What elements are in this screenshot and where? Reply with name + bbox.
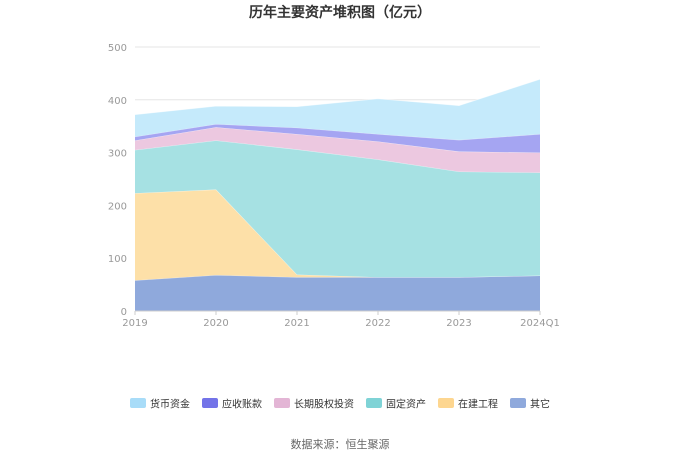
y-tick-label: 400	[108, 96, 127, 107]
legend-swatch	[274, 398, 290, 408]
chart-title: 历年主要资产堆积图（亿元）	[249, 4, 431, 21]
legend-swatch	[130, 398, 146, 408]
legend: 货币资金 应收账款 长期股权投资 固定资产 在建工程 其它	[130, 398, 550, 411]
legend-label: 在建工程	[458, 398, 498, 411]
area-series-应收账款	[135, 124, 540, 153]
area-series-其它	[135, 275, 540, 311]
legend-label: 长期股权投资	[294, 398, 354, 411]
x-tick-label: 2023	[446, 318, 471, 329]
x-tick-label: 2020	[203, 318, 228, 329]
area-series-货币资金	[135, 79, 540, 140]
area-outline-货币资金	[134, 78, 541, 115]
area-series-长期股权投资	[135, 127, 540, 173]
legend-swatch	[438, 398, 454, 408]
legend-label: 货币资金	[150, 398, 190, 411]
legend-label: 固定资产	[386, 398, 426, 411]
y-tick-label: 200	[108, 201, 127, 212]
area-series-在建工程	[135, 189, 540, 281]
legend-item-长期股权投资[interactable]: 长期股权投资	[274, 398, 354, 411]
y-tick-label: 500	[108, 43, 127, 54]
y-tick-label: 300	[108, 149, 127, 160]
area-outline-在建工程	[134, 189, 541, 278]
legend-label: 应收账款	[222, 398, 262, 411]
legend-item-其它[interactable]: 其它	[510, 398, 550, 411]
x-tick-label: 2019	[122, 318, 147, 329]
legend-item-固定资产[interactable]: 固定资产	[366, 398, 426, 411]
y-tick-label: 0	[121, 307, 127, 318]
legend-item-应收账款[interactable]: 应收账款	[202, 398, 262, 411]
legend-item-在建工程[interactable]: 在建工程	[438, 398, 498, 411]
axes: 0 100 200 300 400 500 2019 2020 2021 2022 2023 2024…	[108, 43, 560, 329]
legend-swatch	[202, 398, 218, 408]
legend-label: 其它	[530, 398, 550, 411]
legend-swatch	[366, 398, 382, 408]
legend-item-货币资金[interactable]: 货币资金	[130, 398, 190, 411]
x-tick-label: 2021	[284, 318, 309, 329]
y-tick-label: 100	[108, 254, 127, 265]
x-tick-label: 2024Q1	[520, 318, 560, 329]
x-tick-label: 2022	[365, 318, 390, 329]
area-series	[134, 78, 541, 311]
source-note: 数据来源：恒生聚源	[291, 437, 390, 451]
legend-swatch	[510, 398, 526, 408]
area-series-固定资产	[135, 140, 540, 278]
